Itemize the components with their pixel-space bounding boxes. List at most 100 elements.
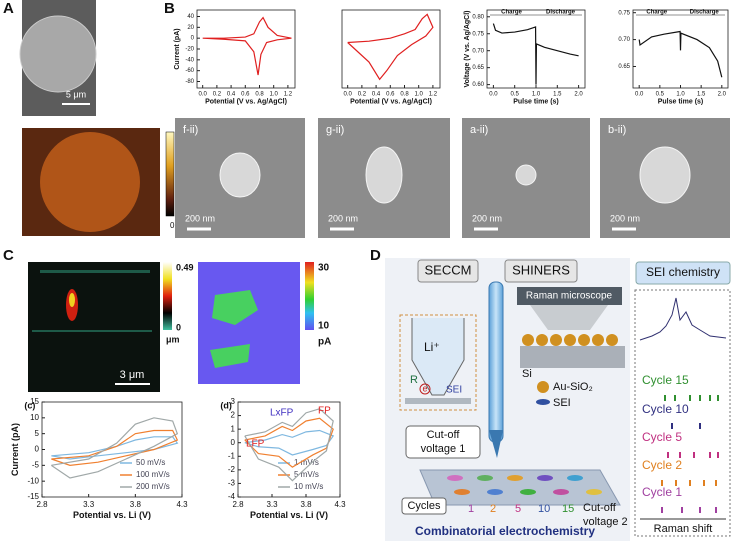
- y-tick-label: -2: [228, 465, 236, 474]
- inset-label: e: [422, 383, 427, 393]
- label-box: [417, 259, 479, 283]
- legend-label: SEI: [553, 397, 571, 409]
- caption: Combinatorial electrochemistry: [415, 524, 595, 538]
- plot-frame: [237, 401, 341, 498]
- x-axis-label: Potential vs. Li (V): [73, 510, 151, 520]
- panel-label: A: [3, 0, 14, 17]
- cycle-label: Cycle 1: [642, 485, 682, 499]
- y-tick-label: 3: [231, 397, 236, 406]
- label-box: [405, 425, 481, 459]
- curve: [244, 417, 334, 468]
- curve: [202, 16, 292, 76]
- x-tick-label: 3.8: [300, 500, 312, 509]
- x-tick-label: 0.8: [400, 92, 409, 98]
- x-tick-label: 0.8: [255, 92, 264, 98]
- y-tick-label: 1: [231, 424, 236, 433]
- pipette-tip: [489, 430, 503, 458]
- curve: [347, 13, 434, 81]
- x-tick-label: 0.5: [511, 92, 520, 98]
- y-tick-label: -80: [185, 79, 194, 85]
- inset-box: [399, 314, 477, 411]
- y-tick-label: 0.65: [472, 65, 484, 71]
- map-region: [40, 132, 140, 232]
- panel-label: C: [3, 247, 14, 264]
- y-tick-label: 2: [231, 411, 236, 420]
- sei-chemistry-label: SEI chemistry: [646, 265, 720, 279]
- x-tick-label: 1.0: [676, 92, 685, 98]
- inset-label: Li⁺: [424, 340, 440, 354]
- label-box: [504, 259, 578, 283]
- particle: [515, 164, 537, 186]
- curve: [638, 30, 723, 78]
- y-tick-label: 0.80: [472, 14, 484, 20]
- plot-frame: [341, 9, 441, 89]
- y-tick-label: -3: [228, 479, 236, 488]
- raman-spectrum: [639, 297, 727, 341]
- y-tick-label: 0: [231, 438, 236, 447]
- y-axis-label: Current (pA): [174, 28, 181, 69]
- inset-label: SEI: [446, 385, 462, 396]
- x-tick-label: 1.2: [284, 92, 293, 98]
- scale-label: 200 nm: [185, 213, 215, 223]
- cutoff-label: Cut-off: [583, 502, 617, 514]
- cycle-label: Cycle 15: [642, 373, 689, 387]
- current-map: [198, 262, 300, 384]
- colorbar-label: 10: [318, 321, 330, 332]
- raman-shift-label: Raman shift: [654, 523, 713, 535]
- image-label: b-ii): [608, 124, 626, 136]
- substrate: [405, 398, 471, 404]
- y-tick-label: 0: [191, 36, 195, 42]
- image-label: a-ii): [470, 124, 488, 136]
- x-axis-label: Pulse time (s): [658, 99, 704, 106]
- x-tick-label: 0.2: [213, 92, 222, 98]
- band-marks: [661, 395, 719, 513]
- panel-label: D: [370, 247, 381, 264]
- legend-label: Au-SiO₂: [553, 381, 593, 393]
- objective: [530, 305, 608, 330]
- colorbar: [165, 131, 175, 217]
- x-tick-label: 0.0: [199, 92, 208, 98]
- legend-label: 5 mV/s: [294, 470, 319, 479]
- x-tick-label: 0.6: [241, 92, 250, 98]
- x-axis-label: Potential vs. Li (V): [250, 510, 328, 520]
- colorbar-label: μm: [166, 334, 180, 344]
- colorbar-label: pA: [318, 337, 331, 348]
- y-tick-label: -60: [185, 68, 194, 74]
- cycle-label: Cycle 10: [642, 402, 689, 416]
- legend-icon: [536, 399, 550, 405]
- nanoparticles: [522, 334, 618, 346]
- scale-label: 200 nm: [328, 213, 358, 223]
- x-tick-label: 1.0: [532, 92, 541, 98]
- particle: [219, 152, 261, 198]
- speckle: [40, 270, 150, 273]
- annotation: Discharge: [690, 10, 720, 16]
- y-tick-label: -1: [228, 451, 236, 460]
- plots: f-ii)200 nmg-ii)200 nma-ii)200 nmb-ii)20…: [10, 9, 730, 520]
- curve: [244, 429, 335, 456]
- label-box: [401, 497, 447, 515]
- y-tick-label: 0.75: [472, 31, 484, 37]
- colorbar: [163, 262, 172, 330]
- y-tick-label: 10: [30, 413, 39, 422]
- topography-map: [28, 262, 160, 392]
- x-tick-label: 2.8: [36, 500, 48, 509]
- y-tick-label: 0.60: [472, 82, 484, 88]
- annotation: Charge: [646, 10, 667, 16]
- y-axis-label: Current (pA): [10, 423, 20, 476]
- particle: [365, 146, 403, 204]
- microscope-label: Raman microscope: [526, 291, 613, 302]
- curve: [50, 417, 179, 479]
- particle: [639, 146, 691, 204]
- panel-labels: A B C D: [3, 0, 381, 264]
- cycle-number: 10: [538, 503, 550, 515]
- curve: [492, 23, 579, 85]
- x-tick-label: 1.2: [429, 92, 438, 98]
- cycle-number: 15: [562, 503, 574, 515]
- x-tick-label: 3.8: [130, 500, 142, 509]
- y-tick-label: -40: [185, 57, 194, 63]
- x-tick-label: 2.0: [574, 92, 583, 98]
- cycle-number: 5: [515, 503, 521, 515]
- x-axis-label: Potential (V vs. Ag/AgCl): [205, 99, 287, 106]
- y-tick-label: 0.65: [618, 64, 630, 70]
- speckle: [32, 330, 152, 332]
